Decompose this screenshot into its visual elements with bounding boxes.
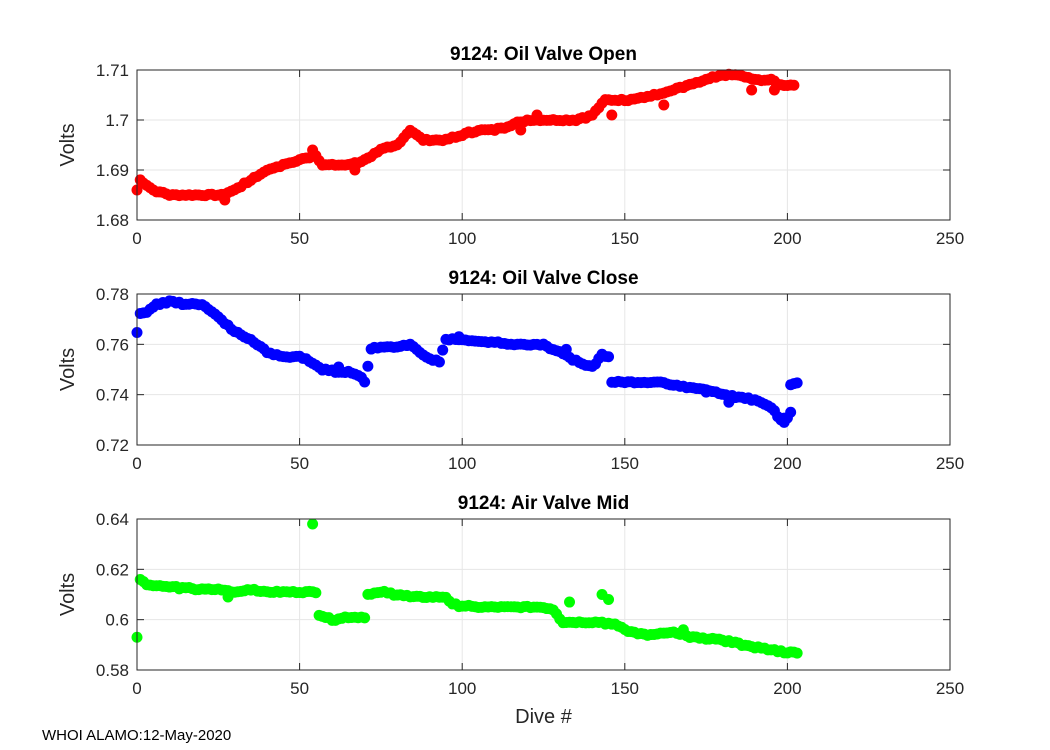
- data-point: [791, 377, 803, 389]
- x-tick-label: 100: [448, 679, 476, 698]
- x-tick-label: 50: [290, 454, 309, 473]
- x-tick-label: 200: [773, 454, 801, 473]
- y-tick-label: 0.76: [96, 335, 129, 354]
- panel-oil-valve-open: 9124: Oil Valve Open Volts 0 50 100 150 200 2…: [57, 44, 964, 248]
- x-tick-label: 150: [611, 229, 639, 248]
- axes-box: [136, 293, 951, 446]
- plot-area: [137, 70, 950, 220]
- data-point: [433, 356, 445, 368]
- data-point: [310, 587, 322, 599]
- data-point: [768, 84, 780, 96]
- y-axis-label: Volts: [57, 123, 79, 166]
- data-point: [778, 416, 790, 428]
- panel-oil-valve-close: 9124: Oil Valve Close Volts 0 50 100 150 200…: [57, 268, 964, 473]
- data-point: [307, 518, 319, 530]
- y-tick-label: 1.69: [96, 161, 129, 180]
- data-point: [222, 591, 234, 603]
- x-tick-label: 250: [936, 454, 964, 473]
- data-point: [560, 343, 572, 355]
- x-tick-label: 250: [936, 679, 964, 698]
- y-axis-label: Volts: [57, 348, 79, 391]
- x-tick-label: 150: [611, 679, 639, 698]
- data-point: [515, 124, 527, 136]
- x-tick-label: 0: [132, 454, 141, 473]
- data-point: [791, 647, 803, 659]
- y-axis-label: Volts: [57, 573, 79, 616]
- data-point: [531, 109, 543, 121]
- x-tick-label: 200: [773, 229, 801, 248]
- y-tick-label: 0.64: [96, 510, 129, 529]
- y-tick-label: 0.78: [96, 285, 129, 304]
- x-axis-label: Dive #: [515, 706, 573, 728]
- data-point: [333, 361, 345, 373]
- footer-label: WHOI ALAMO:12-May-2020: [42, 727, 232, 744]
- axes-box: [136, 518, 951, 671]
- x-tick-label: 0: [132, 229, 141, 248]
- data-point: [603, 351, 615, 363]
- data-point: [700, 386, 712, 398]
- y-tick-label: 0.6: [105, 611, 129, 630]
- panel-air-valve-mid: 9124: Air Valve Mid Volts Dive # 0 50 100 1…: [57, 493, 964, 728]
- data-point: [453, 331, 465, 343]
- data-point: [788, 79, 800, 91]
- data-point: [362, 360, 374, 372]
- plot-title: 9124: Oil Valve Open: [450, 44, 637, 65]
- data-point: [603, 594, 615, 606]
- y-tick-label: 1.68: [96, 211, 129, 230]
- data-point: [606, 109, 618, 121]
- y-tick-label: 0.72: [96, 436, 129, 455]
- plot-area: [137, 294, 950, 445]
- y-tick-label: 1.71: [96, 61, 129, 80]
- data-point: [746, 84, 758, 96]
- x-tick-label: 200: [773, 679, 801, 698]
- data-point: [677, 624, 689, 636]
- data-point: [723, 396, 735, 408]
- data-point: [219, 194, 231, 206]
- data-point: [658, 99, 670, 111]
- data-point: [564, 596, 576, 608]
- y-tick-label: 0.58: [96, 661, 129, 680]
- data-point: [307, 144, 319, 156]
- x-tick-label: 0: [132, 679, 141, 698]
- x-tick-label: 250: [936, 229, 964, 248]
- plot-title: 9124: Air Valve Mid: [458, 493, 629, 514]
- y-tick-label: 1.7: [105, 111, 129, 130]
- x-tick-label: 100: [448, 229, 476, 248]
- x-tick-label: 50: [290, 679, 309, 698]
- data-point: [359, 612, 371, 624]
- x-tick-label: 100: [448, 454, 476, 473]
- axes-box: [136, 69, 951, 221]
- y-tick-label: 0.74: [96, 386, 129, 405]
- x-tick-label: 150: [611, 454, 639, 473]
- data-point: [785, 406, 797, 418]
- y-tick-label: 0.62: [96, 560, 129, 579]
- data-point: [359, 376, 371, 388]
- plot-title: 9124: Oil Valve Close: [448, 268, 638, 289]
- data-point: [349, 164, 361, 176]
- data-point: [437, 344, 449, 356]
- x-tick-label: 50: [290, 229, 309, 248]
